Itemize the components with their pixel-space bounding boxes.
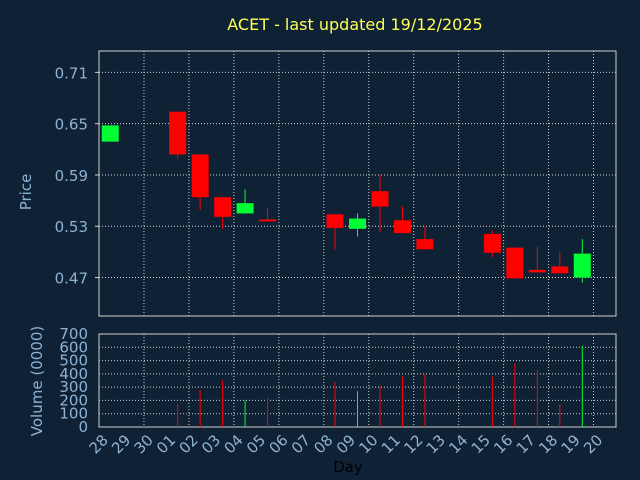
candle-body — [191, 154, 209, 198]
price-tick-label: 0.59 — [55, 167, 88, 185]
candle-body — [259, 219, 277, 222]
candle-body — [416, 239, 434, 250]
candle-body — [483, 233, 501, 253]
price-frame — [98, 50, 617, 317]
price-axis-label: Price — [17, 174, 35, 211]
volume-tick-label: 0 — [78, 418, 88, 436]
candle-body — [349, 218, 366, 229]
candle-body — [236, 203, 254, 214]
candle-body — [528, 269, 546, 273]
candle-body — [169, 111, 187, 155]
volume-axis-label: Volume (0000) — [28, 326, 46, 436]
price-panel: 0.71 0.65 0.59 0.53 0.47 — [55, 50, 617, 317]
price-tick-label: 0.47 — [55, 270, 88, 288]
candle-body — [326, 214, 344, 228]
price-tick-label: 0.53 — [55, 218, 88, 236]
candle-body — [506, 247, 524, 279]
volume-tick-label: 700 — [59, 325, 88, 343]
x-tick-label: 20 — [580, 431, 606, 457]
candle-body — [101, 125, 119, 142]
volume-tick-label: 200 — [59, 391, 88, 409]
candle-body — [214, 197, 232, 217]
volume-tick-label: 500 — [59, 352, 88, 370]
volume-tick-label: 300 — [59, 378, 88, 396]
chart-title: ACET - last updated 19/12/2025 — [227, 15, 482, 34]
volume-tick-label: 600 — [59, 338, 88, 356]
candle-body — [371, 191, 389, 207]
price-tick-label: 0.65 — [55, 116, 88, 134]
candle-body — [573, 253, 591, 278]
volume-panel: 7006005004003002001000282930010203040506… — [59, 325, 617, 457]
volume-tick-label: 100 — [59, 405, 88, 423]
price-tick-label: 0.71 — [55, 64, 88, 82]
candle-body — [551, 266, 569, 274]
volume-tick-label: 400 — [59, 365, 88, 383]
candle-body — [393, 220, 411, 234]
x-axis-label: Day — [333, 458, 363, 476]
